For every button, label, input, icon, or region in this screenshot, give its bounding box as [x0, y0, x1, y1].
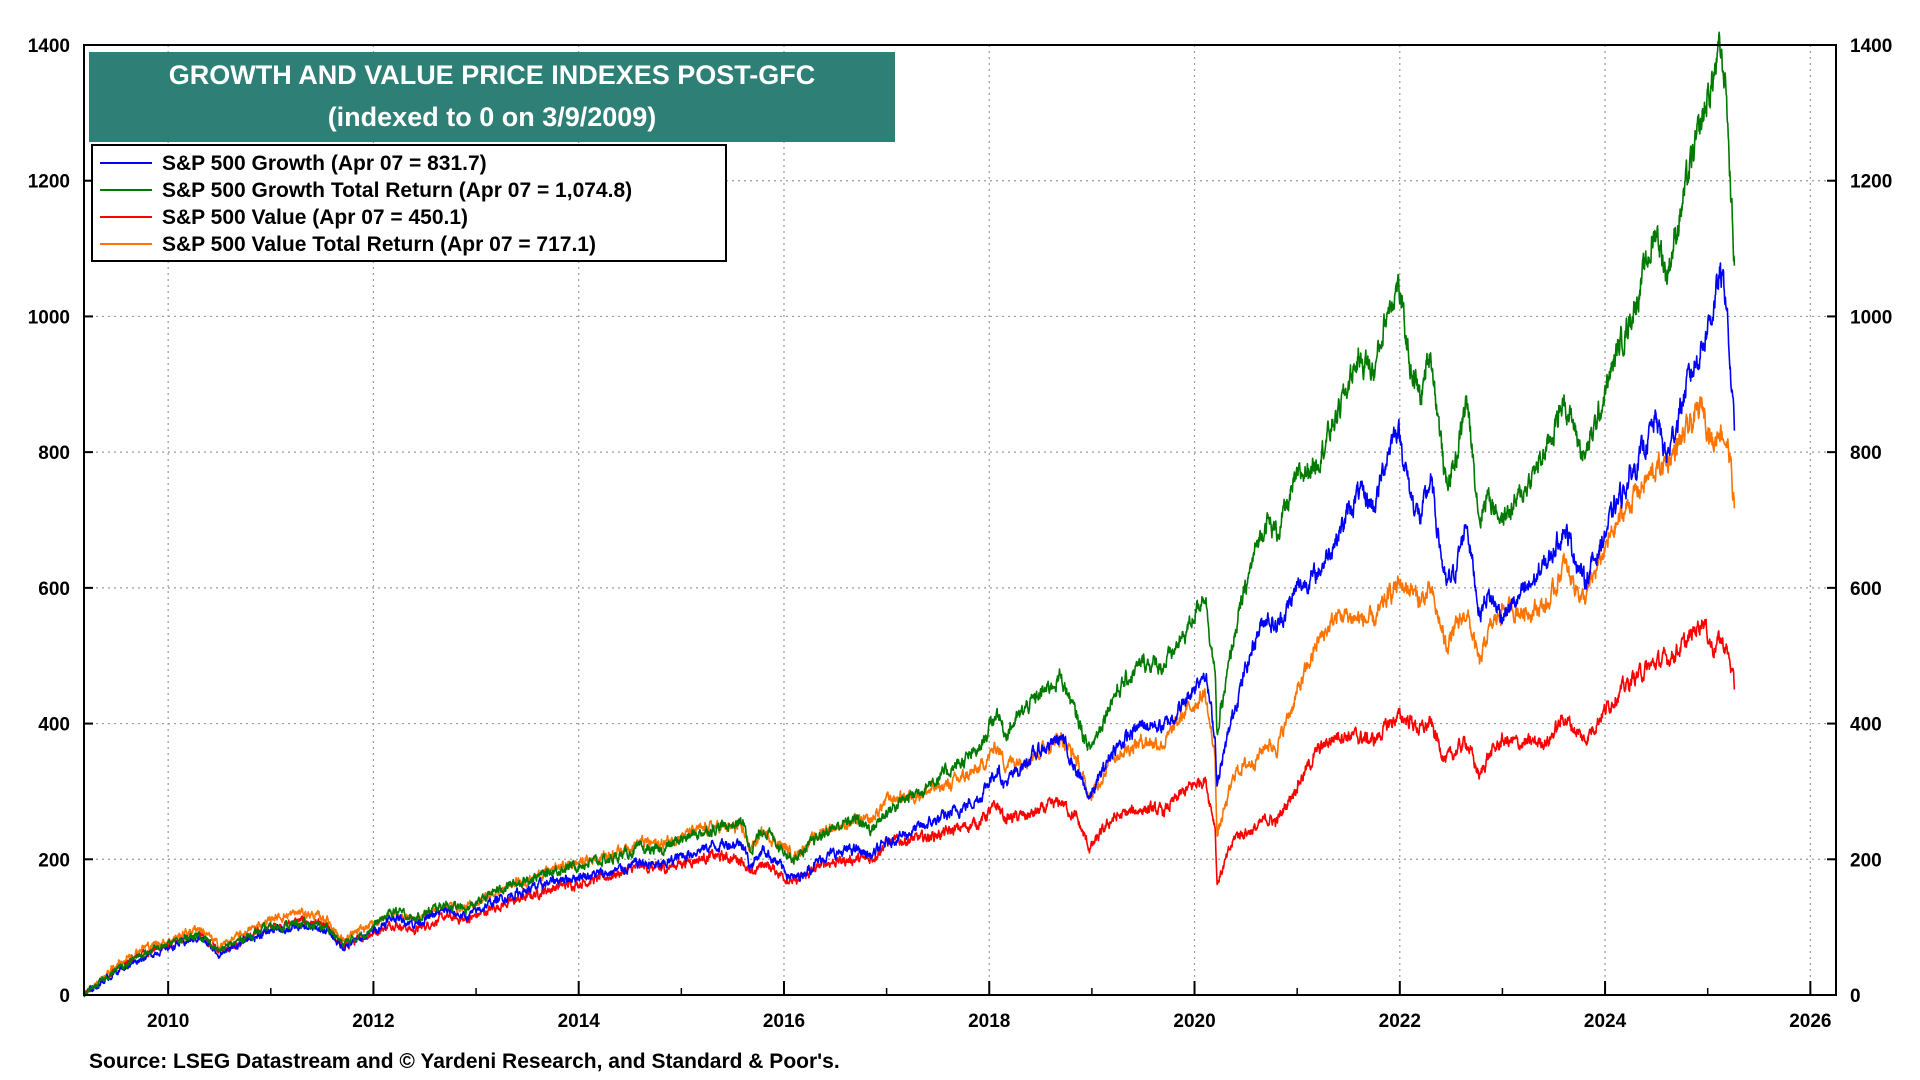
x-tick-label: 2010 [147, 1011, 189, 1032]
x-tick-label: 2026 [1789, 1011, 1831, 1032]
series-line [83, 396, 1736, 997]
legend-label: S&P 500 Value (Apr 07 = 450.1) [162, 206, 468, 229]
y-tick-label-left: 1200 [28, 172, 70, 193]
y-tick-label-left: 400 [38, 715, 70, 736]
y-tick-label-left: 0 [59, 986, 70, 1007]
chart-subtitle: (indexed to 0 on 3/9/2009) [328, 102, 657, 132]
y-tick-label-left: 800 [38, 443, 70, 464]
y-tick-label-right: 200 [1850, 850, 1882, 871]
legend-label: S&P 500 Value Total Return (Apr 07 = 717… [162, 233, 596, 256]
series-line [83, 262, 1736, 996]
y-tick-label-right: 0 [1850, 986, 1861, 1007]
y-tick-label-left: 600 [38, 579, 70, 600]
chart-title: GROWTH AND VALUE PRICE INDEXES POST-GFC [169, 60, 816, 90]
x-tick-label: 2018 [968, 1011, 1010, 1032]
y-tick-label-right: 400 [1850, 715, 1882, 736]
y-tick-label-right: 1000 [1850, 307, 1892, 328]
plot-frame [83, 44, 1837, 996]
series-layer [83, 31, 1736, 998]
x-tick-label: 2014 [558, 1011, 601, 1032]
series-line [83, 31, 1736, 998]
y-tick-label-left: 1400 [28, 36, 70, 57]
x-tick-label: 2020 [1173, 1011, 1215, 1032]
grid-lines [84, 45, 1836, 995]
legend-label: S&P 500 Growth Total Return (Apr 07 = 1,… [162, 179, 632, 202]
axis-ticks: 0 0 200 200 400 400 600 600 800 800 1000 1000 1200 12… [28, 36, 1893, 1032]
y-tick-label-right: 1400 [1850, 36, 1892, 57]
source-note: Source: LSEG Datastream and © Yardeni Re… [89, 1050, 840, 1073]
x-tick-label: 2012 [352, 1011, 394, 1032]
y-tick-label-left: 200 [38, 850, 70, 871]
y-tick-label-right: 1200 [1850, 172, 1892, 193]
y-tick-label-right: 800 [1850, 443, 1882, 464]
title-box: GROWTH AND VALUE PRICE INDEXES POST-GFC … [89, 52, 895, 142]
y-tick-label-left: 1000 [28, 307, 70, 328]
x-tick-label: 2016 [763, 1011, 805, 1032]
x-tick-label: 2022 [1379, 1011, 1421, 1032]
y-tick-label-right: 600 [1850, 579, 1882, 600]
legend: S&P 500 Growth (Apr 07 = 831.7) S&P 500 G… [91, 144, 727, 262]
x-tick-label: 2024 [1584, 1011, 1627, 1032]
legend-label: S&P 500 Growth (Apr 07 = 831.7) [162, 152, 487, 175]
